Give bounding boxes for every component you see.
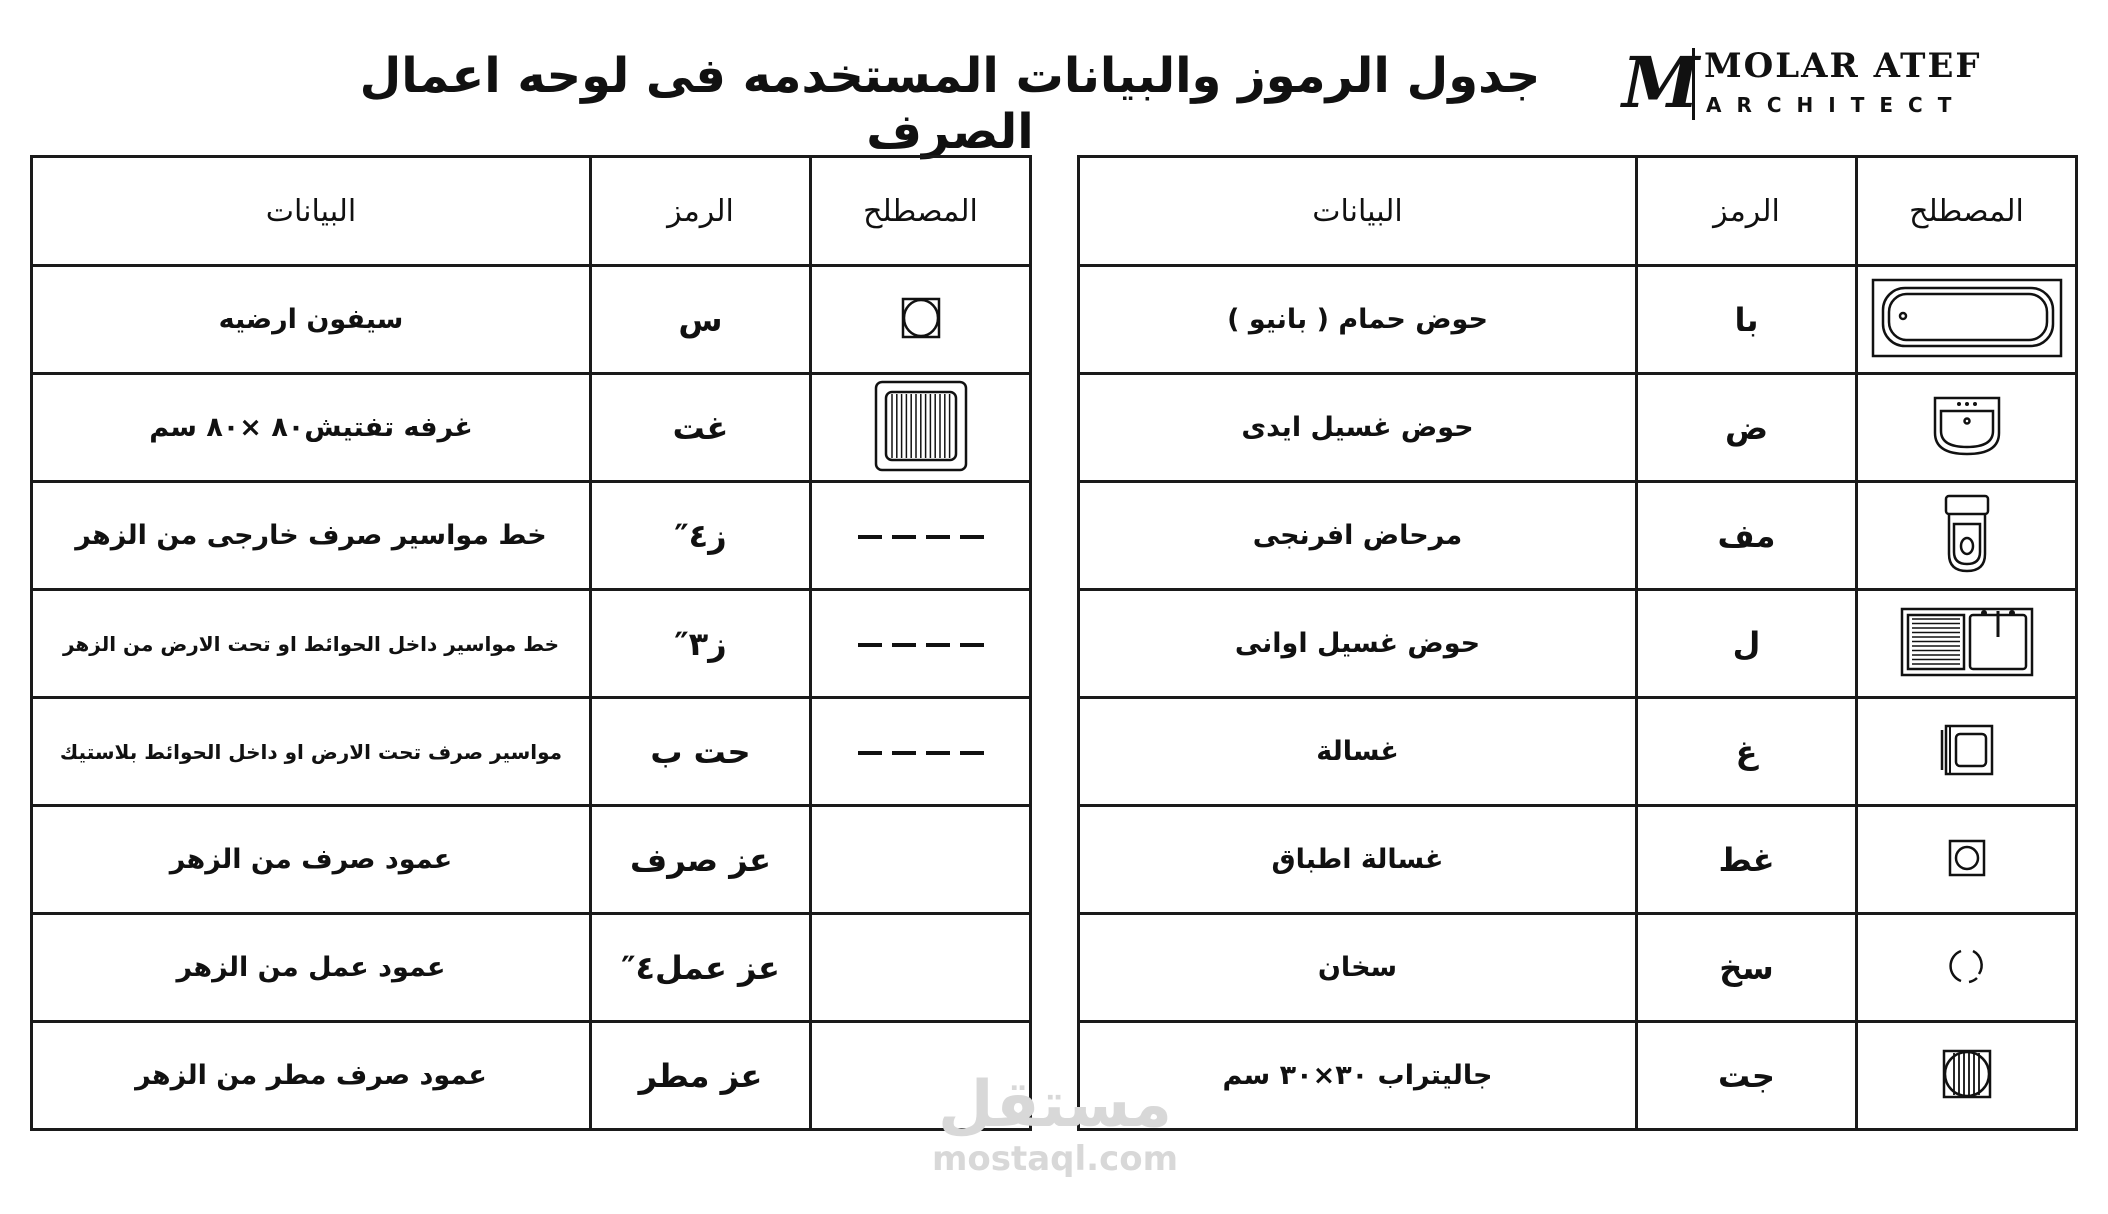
table-row: غط غسالة اطباق <box>1077 804 2078 915</box>
symbol-cell: غط <box>1635 804 1858 915</box>
data-cell: حوض غسيل اوانى <box>1077 588 1638 699</box>
symbol-cell: جت <box>1635 1020 1858 1131</box>
table-row: عز عمل٤″ عمود عمل من الزهر <box>30 912 1032 1023</box>
data-cell: غسالة <box>1077 696 1638 807</box>
data-cell: حوض حمام ( بانيو ) <box>1077 264 1638 375</box>
data-cell: سيفون ارضيه <box>30 264 592 375</box>
symbol-cell: عز عمل٤″ <box>589 912 812 1023</box>
symbol-cell: غت <box>589 372 812 483</box>
header-symbol: الرمز <box>589 155 812 267</box>
term-cell <box>1855 804 2078 915</box>
term-cell <box>1855 588 2078 699</box>
header-term: المصطلح <box>809 155 1032 267</box>
washbasin-icon <box>1932 396 2002 461</box>
term-cell <box>809 1020 1032 1131</box>
logo-subtitle: ARCHITECT <box>1706 93 1967 117</box>
table-row: مف مرحاض افرنجى <box>1077 480 2078 591</box>
water-heater-icon <box>1947 949 1987 990</box>
inspection-chamber-icon <box>874 380 968 476</box>
logo-mark: M <box>1622 41 1700 124</box>
symbol-cell: حت ب <box>589 696 812 807</box>
bathtub-icon <box>1871 278 2063 362</box>
table-header-row: المصطلح الرمز البيانات <box>1077 155 2078 267</box>
data-cell: سخان <box>1077 912 1638 1023</box>
dashed-line-icon <box>857 742 984 761</box>
gully-trap-icon <box>1942 1049 1992 1103</box>
watermark-latin: mostaql.com <box>931 1139 1179 1179</box>
table-row: ض حوض غسيل ايدى <box>1077 372 2078 483</box>
table-row: با حوض حمام ( بانيو ) <box>1077 264 2078 375</box>
term-cell <box>1855 1020 2078 1131</box>
data-cell: عمود عمل من الزهر <box>30 912 592 1023</box>
symbol-cell: ض <box>1635 372 1858 483</box>
table-row: عز مطر عمود صرف مطر من الزهر <box>30 1020 1032 1131</box>
table-row: غت غرفه تفتيش٨٠ ×٨٠ سم <box>30 372 1032 483</box>
data-cell: غرفه تفتيش٨٠ ×٨٠ سم <box>30 372 592 483</box>
symbol-cell: ز٤″ <box>589 480 812 591</box>
data-cell: مرحاض افرنجى <box>1077 480 1638 591</box>
table-row: حت ب مواسير صرف تحت الارض او داخل الحوائط… <box>30 696 1032 807</box>
dishwasher-icon <box>1948 839 1986 881</box>
data-cell: جاليتراب ٣٠×٣٠ سم <box>1077 1020 1638 1131</box>
data-cell: غسالة اطباق <box>1077 804 1638 915</box>
floor-siphon-icon <box>901 297 941 343</box>
table-row: غ غسالة <box>1077 696 2078 807</box>
data-cell: خط مواسير صرف خارجى من الزهر <box>30 480 592 591</box>
data-cell: عمود صرف من الزهر <box>30 804 592 915</box>
term-cell <box>1855 480 2078 591</box>
symbol-cell: عز صرف <box>589 804 812 915</box>
term-cell <box>1855 372 2078 483</box>
logo-name: MOLAR ATEF <box>1704 46 1982 86</box>
table-row: ز٣″ خط مواسير داخل الحوائط او تحت الارض م… <box>30 588 1032 699</box>
term-cell <box>809 480 1032 591</box>
term-cell <box>809 372 1032 483</box>
header-data: البيانات <box>30 155 592 267</box>
kitchen-sink-icon <box>1900 607 2034 681</box>
table-row: سخ سخان <box>1077 912 2078 1023</box>
term-cell <box>809 588 1032 699</box>
symbol-cell: سخ <box>1635 912 1858 1023</box>
term-cell <box>809 264 1032 375</box>
data-cell: عمود صرف مطر من الزهر <box>30 1020 592 1131</box>
symbol-cell: غ <box>1635 696 1858 807</box>
symbol-cell: س <box>589 264 812 375</box>
table-row: عز صرف عمود صرف من الزهر <box>30 804 1032 915</box>
header-symbol: الرمز <box>1635 155 1858 267</box>
dashed-line-icon <box>857 526 984 545</box>
logo: M MOLAR ATEF ARCHITECT <box>1622 44 2022 124</box>
data-cell: مواسير صرف تحت الارض او داخل الحوائط بلا… <box>30 696 592 807</box>
data-cell: خط مواسير داخل الحوائط او تحت الارض من ا… <box>30 588 592 699</box>
term-cell <box>1855 696 2078 807</box>
page-title: جدول الرموز والبيانات المستخدمه فى لوحه … <box>359 48 1541 160</box>
term-cell <box>809 804 1032 915</box>
table-row: س سيفون ارضيه <box>30 264 1032 375</box>
symbol-cell: مف <box>1635 480 1858 591</box>
table-row: ل حوض غسيل اوانى <box>1077 588 2078 699</box>
symbol-cell: ل <box>1635 588 1858 699</box>
logo-divider <box>1692 48 1695 120</box>
dashed-line-icon <box>857 634 984 653</box>
symbol-cell: عز مطر <box>589 1020 812 1131</box>
toilet-icon <box>1943 494 1991 578</box>
header-term: المصطلح <box>1855 155 2078 267</box>
data-cell: حوض غسيل ايدى <box>1077 372 1638 483</box>
table-row: جت جاليتراب ٣٠×٣٠ سم <box>1077 1020 2078 1131</box>
term-cell <box>1855 912 2078 1023</box>
drainage-symbols-table-left: المصطلح الرمز البيانات س سيفون ارضيه غت غرف… <box>30 155 1032 1131</box>
header-data: البيانات <box>1077 155 1638 267</box>
washing-machine-icon <box>1940 724 1994 780</box>
term-cell <box>1855 264 2078 375</box>
table-row: ز٤″ خط مواسير صرف خارجى من الزهر <box>30 480 1032 591</box>
table-header-row: المصطلح الرمز البيانات <box>30 155 1032 267</box>
symbol-cell: ز٣″ <box>589 588 812 699</box>
symbol-cell: با <box>1635 264 1858 375</box>
drainage-symbols-table-right: المصطلح الرمز البيانات با حوض حمام ( باني… <box>1077 155 2078 1131</box>
term-cell <box>809 696 1032 807</box>
term-cell <box>809 912 1032 1023</box>
